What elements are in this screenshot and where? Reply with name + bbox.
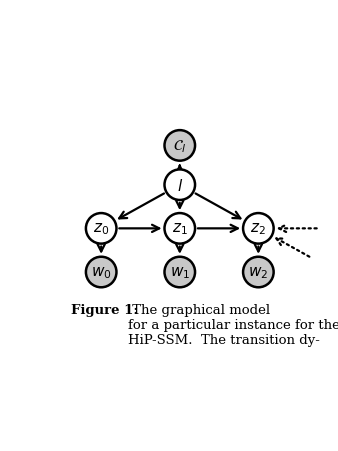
Circle shape (165, 170, 195, 201)
Circle shape (243, 214, 274, 244)
Circle shape (165, 257, 195, 288)
Circle shape (86, 214, 117, 244)
Text: The graphical model
for a particular instance for the
HiP-SSM.  The transition d: The graphical model for a particular ins… (128, 303, 338, 346)
Text: $z_2$: $z_2$ (250, 221, 266, 237)
Circle shape (165, 214, 195, 244)
Text: $z_0$: $z_0$ (93, 221, 109, 237)
Text: Figure 1:: Figure 1: (71, 303, 138, 316)
Circle shape (165, 131, 195, 161)
Text: $w_2$: $w_2$ (248, 265, 268, 280)
Circle shape (243, 257, 274, 288)
Text: $w_1$: $w_1$ (170, 265, 190, 280)
Circle shape (86, 257, 117, 288)
Text: $\mathcal{C}_l$: $\mathcal{C}_l$ (173, 138, 187, 154)
Text: $w_0$: $w_0$ (91, 265, 112, 280)
Text: $z_1$: $z_1$ (172, 221, 188, 237)
Text: $l$: $l$ (177, 177, 183, 193)
